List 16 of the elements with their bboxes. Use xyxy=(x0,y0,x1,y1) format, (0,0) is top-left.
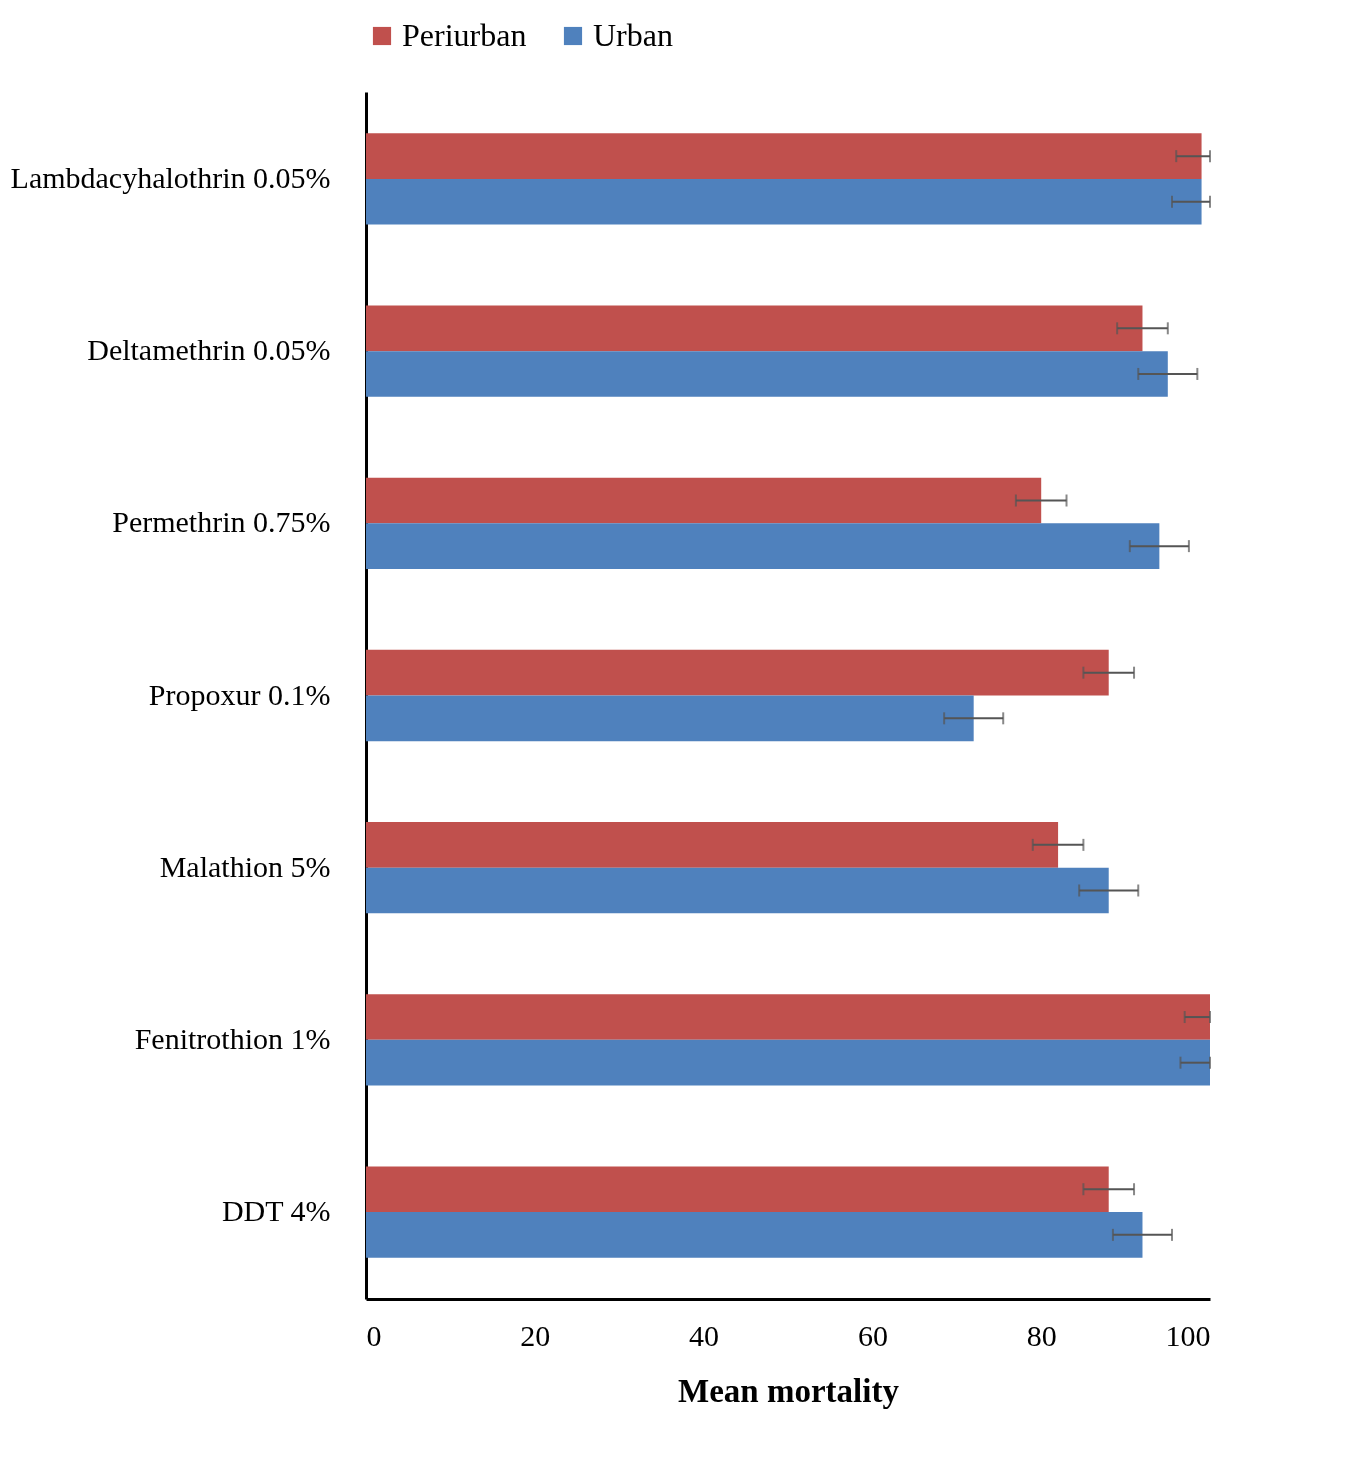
y-tick-label: Fenitrothion 1% xyxy=(134,1021,331,1055)
y-tick-label: Deltamethrin 0.05% xyxy=(87,333,331,367)
y-tick-label: Permethrin 0.75% xyxy=(112,505,331,539)
x-tick-label: 100 xyxy=(1165,1318,1211,1352)
legend-label: Urban xyxy=(593,17,673,53)
legend-label: Periurban xyxy=(402,17,527,53)
y-tick-label: DDT 4% xyxy=(221,1194,331,1228)
y-tick-label: Malathion 5% xyxy=(159,849,331,883)
x-tick-label: 20 xyxy=(520,1318,551,1352)
x-axis-title: Mean mortality xyxy=(678,1372,900,1409)
x-tick-label: 60 xyxy=(857,1318,888,1352)
y-tick-label: Lambdacyhalothrin 0.05% xyxy=(10,160,331,194)
x-tick-label: 80 xyxy=(1026,1318,1057,1352)
y-tick-label: Propoxur 0.1% xyxy=(148,677,331,711)
x-tick-label: 0 xyxy=(366,1318,382,1352)
x-tick-label: 40 xyxy=(689,1318,720,1352)
